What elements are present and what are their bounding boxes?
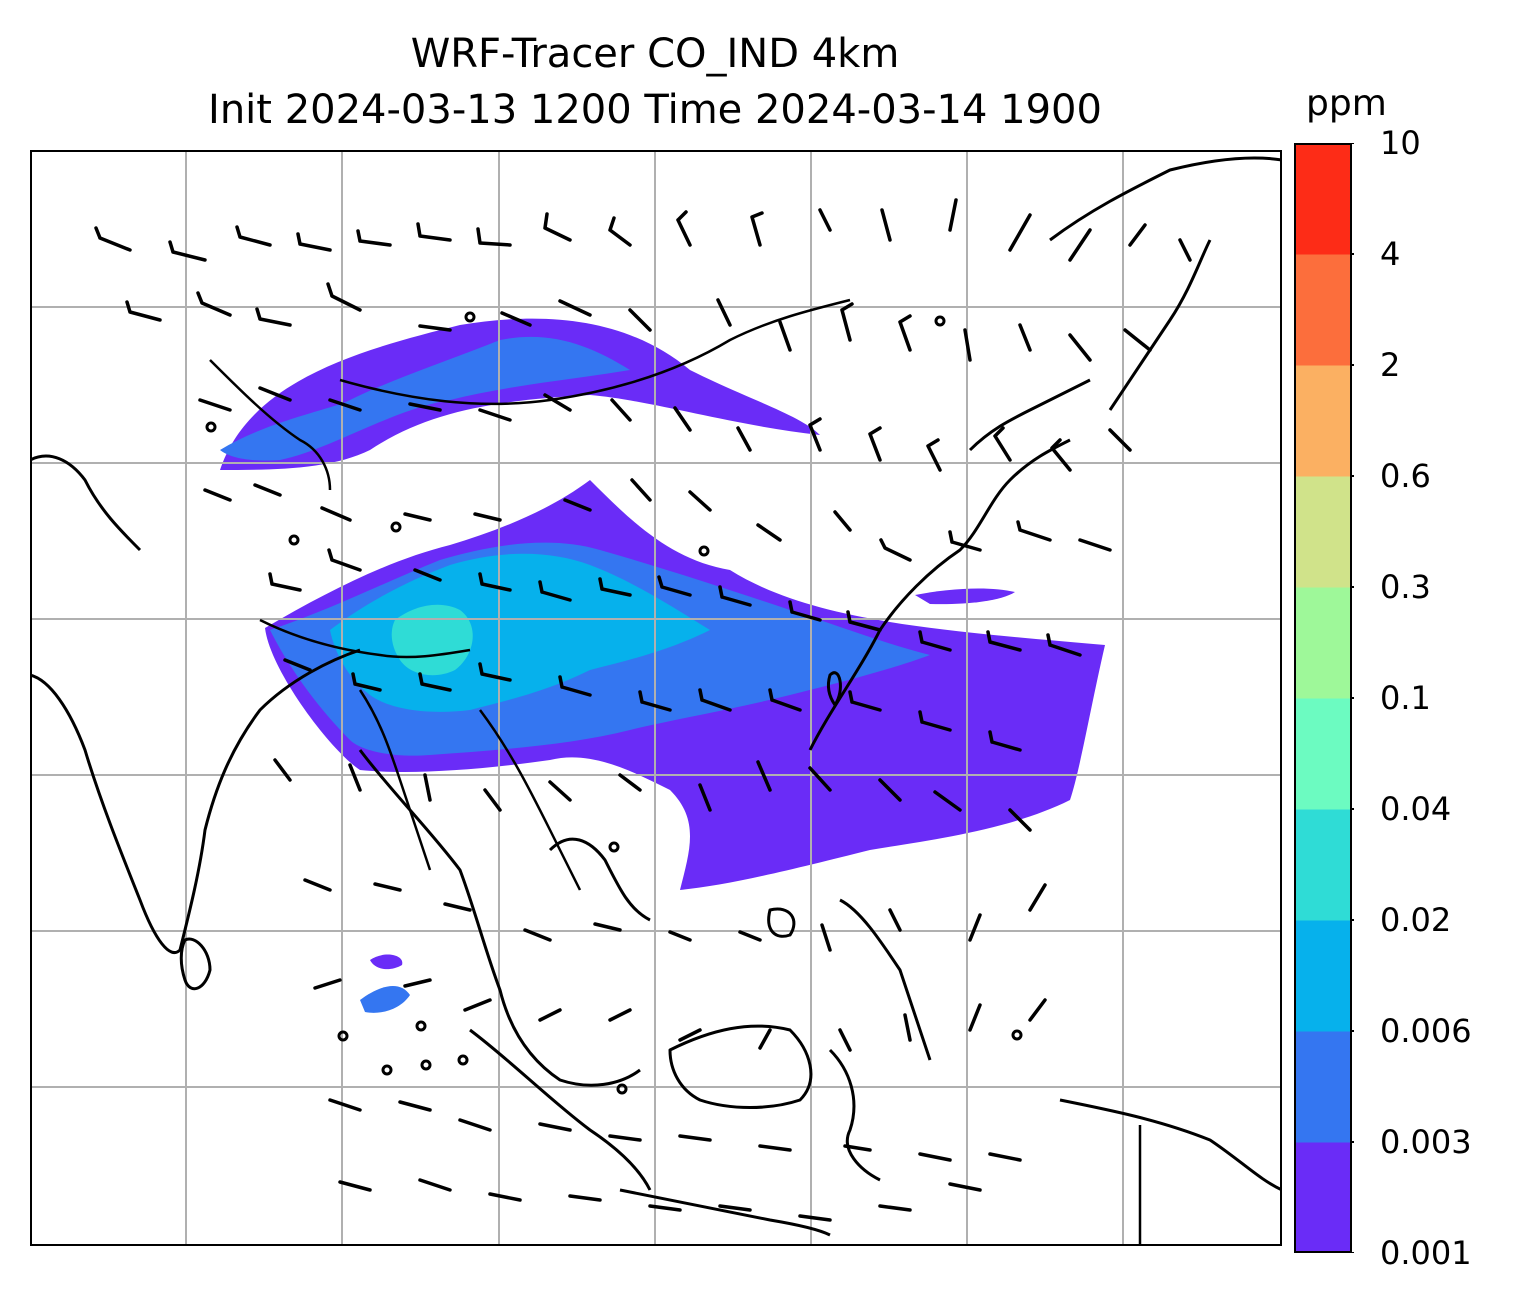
coast-japan bbox=[1108, 239, 1212, 411]
coast-sumatra bbox=[469, 1028, 652, 1191]
colorbar-tick-label: 10 bbox=[1380, 124, 1421, 162]
coast-sulawesi bbox=[828, 1048, 881, 1182]
coast-philippines bbox=[839, 898, 932, 1061]
map-frame bbox=[30, 150, 1282, 1246]
coast-china-east bbox=[808, 438, 1071, 751]
coast-india bbox=[30, 648, 361, 954]
map-panel bbox=[30, 150, 1282, 1246]
plume-north-outer bbox=[220, 318, 820, 470]
border-china-kazakh bbox=[209, 359, 332, 491]
border-myanmar bbox=[358, 689, 432, 871]
border-china-mongolia bbox=[339, 298, 851, 406]
calm-wind-markers bbox=[205, 311, 1023, 1095]
colorbar-unit: ppm bbox=[1306, 83, 1387, 124]
colorbar-tick-label: 0.006 bbox=[1380, 1012, 1472, 1050]
colorbar-band bbox=[1294, 809, 1352, 921]
colorbar-band bbox=[1294, 254, 1352, 366]
colorbar-tick-label: 0.6 bbox=[1380, 457, 1431, 495]
coast-sri-lanka bbox=[179, 937, 212, 991]
chart-title-line1: WRF-Tracer CO_IND 4km bbox=[410, 31, 900, 77]
colorbar-band bbox=[1294, 1142, 1352, 1253]
colorbar-tick-label: 0.003 bbox=[1380, 1123, 1472, 1161]
coast-russia-east bbox=[1049, 156, 1282, 242]
coast-korea bbox=[968, 378, 1091, 452]
co-plume-layer bbox=[220, 318, 1105, 1013]
coast-borneo bbox=[668, 1024, 813, 1109]
coast-java bbox=[619, 1188, 831, 1237]
coast-indochina bbox=[358, 749, 641, 1087]
colorbar-band bbox=[1294, 920, 1352, 1032]
colorbar-tick-label: 4 bbox=[1380, 235, 1401, 273]
wind-barbs bbox=[94, 198, 1192, 1222]
coast-taiwan bbox=[826, 671, 842, 707]
coast-arabia bbox=[30, 454, 142, 552]
colorbar-band bbox=[1294, 1031, 1352, 1143]
plume-small-patch bbox=[370, 954, 403, 970]
chart-title-line2: Init 2024-03-13 1200 Time 2024-03-14 190… bbox=[208, 87, 1102, 133]
plume-south-patch bbox=[360, 985, 410, 1013]
colorbar bbox=[1294, 143, 1354, 1253]
border-himalaya bbox=[259, 618, 471, 659]
colorbar-frame bbox=[1294, 143, 1352, 1253]
colorbar-band bbox=[1294, 698, 1352, 810]
colorbar-band bbox=[1294, 476, 1352, 588]
coastlines bbox=[30, 156, 1282, 1237]
coast-new-guinea bbox=[1059, 1098, 1282, 1192]
colorbar-band bbox=[1294, 143, 1352, 255]
coast-hainan bbox=[767, 907, 796, 938]
colorbar-tick-label: 0.1 bbox=[1380, 679, 1431, 717]
colorbar-tick-label: 0.02 bbox=[1380, 901, 1452, 939]
border-laos-vietnam bbox=[478, 709, 582, 891]
colorbar-band bbox=[1294, 365, 1352, 477]
colorbar-tick-label: 0.3 bbox=[1380, 568, 1431, 606]
country-borders bbox=[209, 298, 1142, 1246]
colorbar-tick-label: 0.001 bbox=[1380, 1234, 1472, 1272]
plume-east-patch bbox=[915, 588, 1015, 605]
coast-gulf bbox=[548, 837, 651, 922]
graticule bbox=[30, 150, 1282, 1246]
colorbar-tick-label: 0.04 bbox=[1380, 790, 1452, 828]
colorbar-band bbox=[1294, 587, 1352, 699]
colorbar-tick-label: 2 bbox=[1380, 346, 1401, 384]
